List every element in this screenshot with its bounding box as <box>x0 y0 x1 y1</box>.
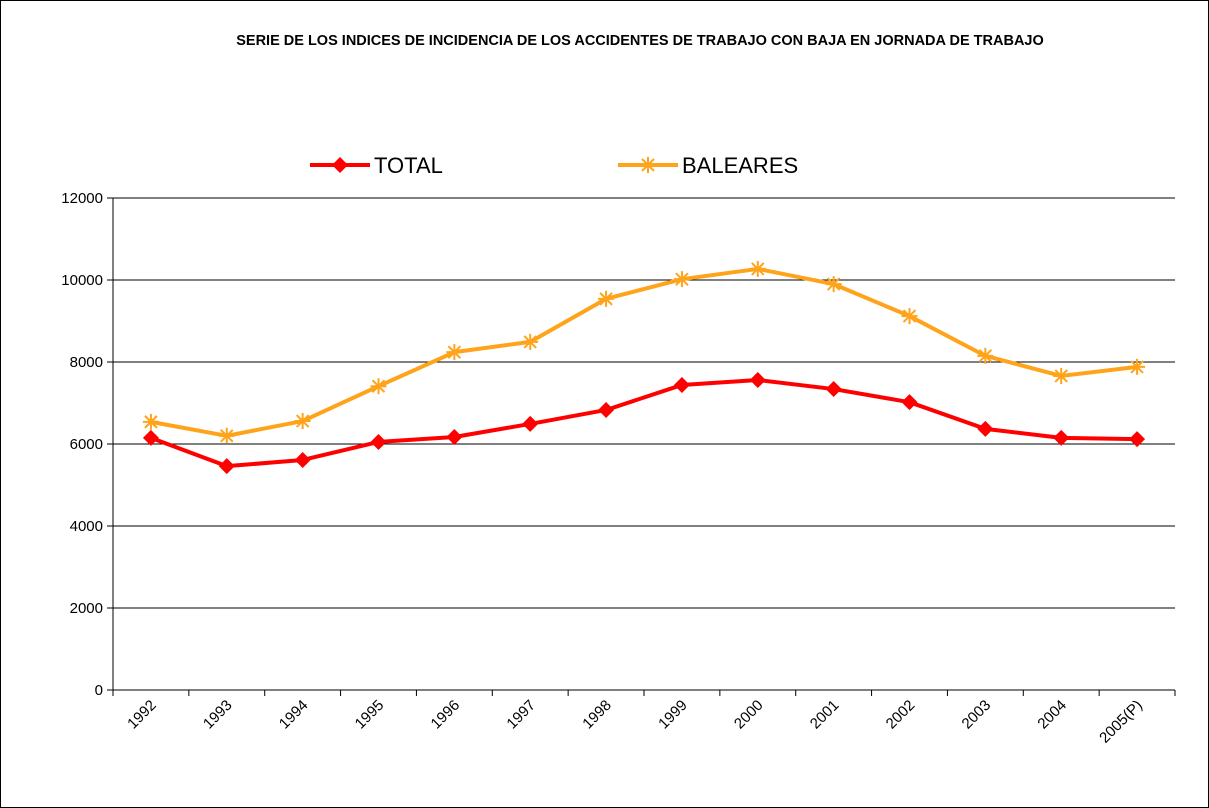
x-tick-label: 1998 <box>579 697 615 733</box>
point <box>522 415 539 432</box>
point <box>1129 358 1146 375</box>
x-tick-label: 2000 <box>731 697 767 733</box>
x-tick-label: 2004 <box>1034 697 1070 733</box>
point-shape <box>1053 367 1070 384</box>
point <box>901 308 918 325</box>
legend-label: BALEARES <box>682 153 798 178</box>
point <box>522 333 539 350</box>
point-shape <box>142 413 159 430</box>
point-shape <box>522 333 539 350</box>
y-tick-label: 2000 <box>70 600 103 617</box>
point <box>673 376 690 393</box>
x-tick-label: 2005(P) <box>1096 697 1146 747</box>
y-tick-label: 4000 <box>70 518 103 535</box>
point <box>1053 367 1070 384</box>
point-shape <box>977 347 994 364</box>
point <box>749 260 766 277</box>
point-shape <box>598 290 615 307</box>
point <box>825 381 842 398</box>
y-tick-label: 6000 <box>70 436 103 453</box>
point <box>749 372 766 389</box>
point <box>370 378 387 395</box>
x-tick-label: 2003 <box>959 697 995 733</box>
point <box>901 394 918 411</box>
point <box>673 271 690 288</box>
x-tick-label: 1999 <box>655 697 691 733</box>
point-shape <box>901 308 918 325</box>
point-shape <box>218 427 235 444</box>
x-tick-label: 2002 <box>883 697 919 733</box>
point-shape <box>1129 358 1146 375</box>
point <box>294 413 311 430</box>
point <box>294 451 311 468</box>
point-shape <box>825 276 842 293</box>
point <box>370 433 387 450</box>
point-shape <box>673 271 690 288</box>
point <box>977 420 994 437</box>
y-tick-label: 10000 <box>61 272 103 289</box>
x-tick-label: 1996 <box>428 697 464 733</box>
point <box>142 413 159 430</box>
point <box>977 347 994 364</box>
point <box>598 290 615 307</box>
point <box>598 401 615 418</box>
point <box>1129 431 1146 448</box>
point <box>446 429 463 446</box>
point-shape <box>749 260 766 277</box>
point <box>142 429 159 446</box>
y-tick-label: 8000 <box>70 354 103 371</box>
point <box>825 276 842 293</box>
point <box>446 344 463 361</box>
legend-marker <box>332 157 348 173</box>
point-shape <box>294 413 311 430</box>
point <box>218 427 235 444</box>
x-tick-label: 1993 <box>200 697 236 733</box>
legend-label: TOTAL <box>374 153 443 178</box>
series-line <box>150 378 1138 469</box>
point <box>218 458 235 475</box>
x-tick-label: 1997 <box>503 697 539 733</box>
x-tick-label: 2001 <box>807 697 843 733</box>
point <box>1053 429 1070 446</box>
point-shape <box>446 344 463 361</box>
y-tick-label: 12000 <box>61 190 103 207</box>
y-tick-label: 0 <box>95 682 103 699</box>
point-shape <box>370 378 387 395</box>
x-tick-label: 1995 <box>352 697 388 733</box>
x-tick-label: 1994 <box>276 697 312 733</box>
point-shape <box>640 157 656 173</box>
chart-title: SERIE DE LOS INDICES DE INCIDENCIA DE LO… <box>236 33 1044 49</box>
legend-marker <box>640 157 656 173</box>
series-line <box>150 266 1138 438</box>
x-tick-label: 1992 <box>124 697 160 733</box>
